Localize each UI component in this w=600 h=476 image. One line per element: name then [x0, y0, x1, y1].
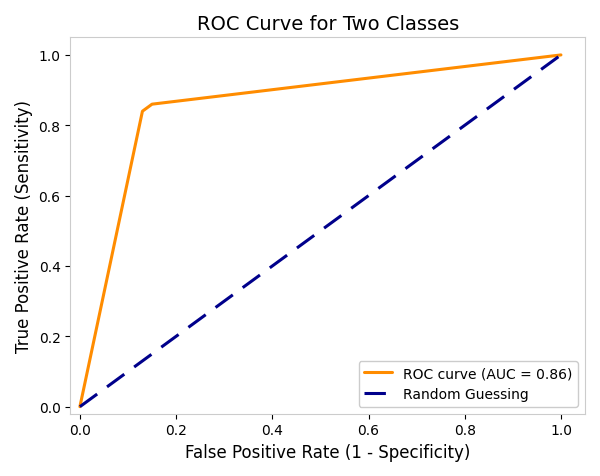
ROC curve (AUC = 0.86) — [148, 102, 155, 108]
Line: ROC curve (AUC = 0.86): ROC curve (AUC = 0.86) — [80, 56, 561, 407]
X-axis label: False Positive Rate (1 - Specificity): False Positive Rate (1 - Specificity) — [185, 443, 470, 461]
Y-axis label: True Positive Rate (Sensitivity): True Positive Rate (Sensitivity) — [15, 100, 33, 352]
Legend: ROC curve (AUC = 0.86), Random Guessing: ROC curve (AUC = 0.86), Random Guessing — [359, 361, 578, 407]
ROC curve (AUC = 0.86) — [139, 109, 146, 115]
ROC curve (AUC = 0.86) — [76, 404, 83, 410]
ROC curve (AUC = 0.86) — [557, 53, 565, 59]
Title: ROC Curve for Two Classes: ROC Curve for Two Classes — [197, 15, 459, 34]
